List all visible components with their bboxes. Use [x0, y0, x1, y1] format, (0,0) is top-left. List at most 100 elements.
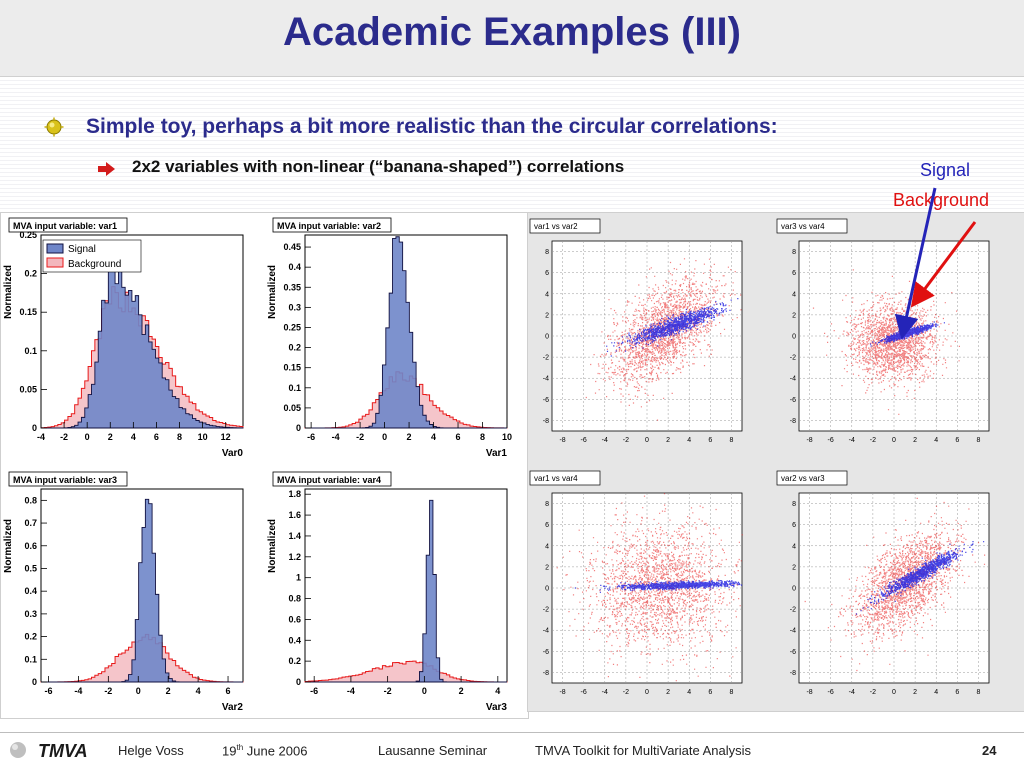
x-tick-label: 4: [196, 686, 201, 696]
y-axis-label: Normalized: [3, 519, 14, 573]
y-tick-label: 1.6: [288, 510, 301, 520]
histogram-title-box: [8, 471, 128, 487]
scatter-4: var2 vs var3 -8 -8 -6 -6 -4 -4 -2 -2 0 0 2 2 4 4 6 6 8 8: [775, 465, 1019, 711]
legend-background-label: Background: [68, 259, 121, 270]
y-tick-label: 0: [296, 423, 301, 433]
x-tick-label: -6: [581, 437, 587, 444]
y-tick-label: 2: [792, 564, 796, 571]
y-tick-label: 4: [792, 543, 796, 550]
y-tick-label: 0.45: [283, 242, 301, 252]
histogram-3: MVA input variable: var3 -6 -4 -2 0 2 4 6 0 0.1 0.…: [3, 471, 244, 713]
x-tick-label: 4: [934, 437, 938, 444]
x-tick-label: -4: [74, 686, 82, 696]
x-tick-label: 8: [480, 432, 485, 442]
y-tick-label: -6: [543, 649, 549, 656]
footer-toolkit: TMVA Toolkit for MultiVariate Analysis: [535, 743, 752, 758]
y-tick-label: 0.2: [24, 269, 37, 279]
x-tick-label: -8: [806, 689, 812, 696]
title-bar: [0, 0, 1024, 77]
x-tick-label: -2: [356, 432, 364, 442]
y-tick-label: 1.2: [288, 552, 301, 562]
y-tick-label: 0.6: [288, 614, 301, 624]
x-tick-label: 6: [708, 689, 712, 696]
x-tick-label: -4: [849, 689, 855, 696]
x-tick-label: 6: [955, 437, 959, 444]
scatter-title-box: [529, 218, 601, 234]
y-tick-label: 0.3: [24, 609, 37, 619]
y-tick-label: -6: [790, 397, 796, 404]
y-tick-label: 0.4: [288, 262, 301, 272]
background-label: Background: [893, 190, 990, 210]
y-tick-label: 8: [545, 249, 549, 256]
scatter-title-box: [776, 218, 848, 234]
x-tick-label: 10: [198, 432, 208, 442]
signal-histogram: [305, 499, 507, 683]
y-tick-label: 0.2: [24, 632, 37, 642]
x-tick-label: 8: [729, 437, 733, 444]
background-histogram: [304, 660, 508, 683]
y-tick-label: 0: [545, 334, 549, 341]
x-tick-label: 4: [131, 432, 136, 442]
y-tick-label: 0.3: [288, 302, 301, 312]
x-tick-label: -4: [602, 437, 608, 444]
x-tick-label: 8: [976, 437, 980, 444]
scatter-title-box: [776, 470, 848, 486]
y-axis-label: Normalized: [267, 265, 278, 319]
y-axis-label: Normalized: [267, 519, 278, 573]
y-tick-label: 0.1: [288, 383, 301, 393]
histogram-title-box: [272, 471, 392, 487]
x-tick-label: 0: [892, 689, 896, 696]
scatter-3: var1 vs var4 -8 -8 -6 -6 -4 -4 -2 -2 0 0 2 2 4 4 6 6 8 8: [528, 465, 772, 711]
legend-signal-swatch: [46, 243, 64, 254]
x-tick-label: -2: [623, 689, 629, 696]
y-tick-label: -6: [790, 649, 796, 656]
histogram-2: MVA input variable: var2 -6 -4 -2 0 2 4 6 8 10 0 0.…: [267, 217, 512, 459]
y-tick-label: 4: [792, 291, 796, 298]
bullet-bulb-icon: [44, 117, 64, 137]
x-tick-label: 0: [645, 437, 649, 444]
histogram-area: MVA input variable: var1 -4 -2 0 2 4 6 8 10 12 0 0.…: [0, 212, 529, 719]
x-tick-label: 2: [666, 689, 670, 696]
x-tick-label: -2: [870, 689, 876, 696]
y-tick-label: 0.05: [283, 403, 301, 413]
y-tick-label: 2: [545, 564, 549, 571]
legend-signal-label: Signal: [68, 244, 96, 255]
y-tick-label: 0.5: [24, 563, 37, 573]
scatter-1: var1 vs var2 -8 -8 -6 -6 -4 -4 -2 -2 0 0 2 2 4 4 6 6 8 8: [528, 213, 772, 459]
x-tick-label: 2: [166, 686, 171, 696]
y-tick-label: 0.35: [283, 282, 301, 292]
scatter-area: var1 vs var2 -8 -8 -6 -6 -4 -4 -2 -2 0 0 2 2 4 4 6 6 8 8 va…: [527, 212, 1024, 712]
x-tick-label: -6: [44, 686, 52, 696]
y-tick-label: -4: [543, 628, 549, 635]
x-tick-label: -4: [347, 686, 355, 696]
x-axis-label: Var3: [486, 702, 508, 713]
scatter-title: var2 vs var3: [781, 474, 825, 483]
x-tick-label: 4: [431, 432, 436, 442]
y-tick-label: 0.7: [24, 518, 37, 528]
y-tick-label: 0.8: [288, 594, 301, 604]
x-tick-label: -6: [310, 686, 318, 696]
histogram-1: MVA input variable: var1 -4 -2 0 2 4 6 8 10 12 0 0.…: [3, 217, 244, 459]
y-tick-label: 0.6: [24, 541, 37, 551]
arrow-bullet-icon: [98, 162, 115, 176]
histogram-title-box: [8, 217, 128, 233]
y-tick-label: 0.4: [24, 586, 37, 596]
y-tick-label: 0.15: [19, 307, 37, 317]
x-tick-label: -6: [828, 689, 834, 696]
y-tick-label: 1: [296, 573, 301, 583]
x-tick-label: 2: [108, 432, 113, 442]
y-tick-label: 0.15: [283, 363, 301, 373]
y-tick-label: -2: [790, 607, 796, 614]
y-tick-label: 0: [792, 334, 796, 341]
y-tick-label: 6: [545, 522, 549, 529]
x-tick-label: -2: [870, 437, 876, 444]
scatter-title: var1 vs var2: [534, 222, 578, 231]
x-tick-label: -2: [623, 437, 629, 444]
footer-event: Lausanne Seminar: [378, 743, 488, 758]
y-tick-label: 0: [296, 677, 301, 687]
x-tick-label: 10: [502, 432, 512, 442]
y-tick-label: 8: [792, 501, 796, 508]
y-tick-label: -2: [543, 355, 549, 362]
y-tick-label: 2: [545, 312, 549, 319]
